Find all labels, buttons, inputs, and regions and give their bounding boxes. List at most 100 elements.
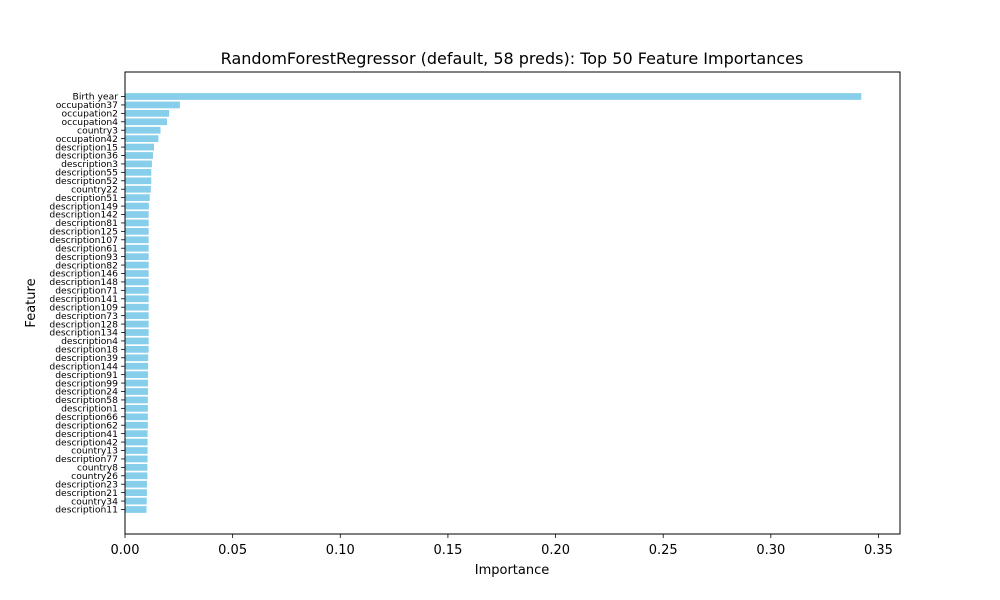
y-tick-label: description148 xyxy=(49,277,118,288)
bar-description71 xyxy=(125,286,149,294)
y-tick-label: country26 xyxy=(71,471,118,482)
bar-description62 xyxy=(125,421,148,429)
y-tick-label: description71 xyxy=(55,286,118,297)
y-tick-label: description99 xyxy=(55,378,118,389)
y-tick-label: description4 xyxy=(61,336,118,347)
bar-country13 xyxy=(125,447,148,454)
y-tick-label: description18 xyxy=(55,345,118,356)
bar-description42 xyxy=(125,438,148,446)
y-tick-label: country8 xyxy=(77,463,118,474)
bar-occupation2 xyxy=(125,109,170,117)
bar-description146 xyxy=(125,270,149,277)
y-tick-label: description24 xyxy=(55,387,118,398)
x-tick-label: 0.10 xyxy=(326,543,355,558)
bar-description107 xyxy=(125,236,149,244)
x-tick-label: 0.20 xyxy=(541,543,570,558)
y-tick-label: description61 xyxy=(55,243,118,254)
bar-description21 xyxy=(125,489,147,497)
x-tick-label: 0.05 xyxy=(218,543,247,558)
y-tick-label: description125 xyxy=(49,227,118,238)
bar-description23 xyxy=(125,480,147,488)
bar-description128 xyxy=(125,320,149,328)
y-tick-label: description142 xyxy=(49,210,118,221)
bar-description142 xyxy=(125,211,149,218)
bar-description66 xyxy=(125,413,148,421)
bar-description144 xyxy=(125,362,149,370)
bar-description15 xyxy=(125,143,155,151)
bar-description4 xyxy=(125,337,149,345)
y-tick-label: description58 xyxy=(55,395,118,406)
y-tick-label: description149 xyxy=(49,201,118,212)
x-tick-label: 0.00 xyxy=(111,543,140,558)
y-tick-label: occupation37 xyxy=(56,100,118,111)
bar-description134 xyxy=(125,329,149,336)
y-tick-label: description42 xyxy=(55,437,118,448)
bar-description11 xyxy=(125,506,147,513)
y-tick-label: description39 xyxy=(55,353,118,364)
bar-description58 xyxy=(125,396,148,404)
bar-description51 xyxy=(125,194,150,202)
y-tick-label: description82 xyxy=(55,260,118,271)
chart-title: RandomForestRegressor (default, 58 preds… xyxy=(221,49,804,68)
bar-occupation4 xyxy=(125,118,167,126)
bar-description24 xyxy=(125,388,149,395)
y-tick-label: description146 xyxy=(49,269,118,280)
bar-description149 xyxy=(125,202,149,210)
y-tick-label: country13 xyxy=(71,446,118,457)
x-tick-label: 0.30 xyxy=(756,543,785,558)
y-tick-label: description36 xyxy=(55,151,118,162)
y-tick-label: occupation2 xyxy=(62,109,118,120)
y-tick-label: description3 xyxy=(61,159,118,170)
y-tick-label: description66 xyxy=(55,412,118,423)
y-tick-label: description77 xyxy=(55,454,118,465)
x-tick-label: 0.15 xyxy=(433,543,462,558)
y-tick-label: description134 xyxy=(49,328,118,339)
y-tick-label: country34 xyxy=(71,496,118,507)
bar-description125 xyxy=(125,227,149,235)
y-tick-label: description1 xyxy=(61,404,118,415)
y-tick-label: description128 xyxy=(49,319,118,330)
bar-description148 xyxy=(125,278,149,286)
y-tick-label: description11 xyxy=(55,505,118,516)
bar-birth-year xyxy=(125,93,862,100)
bar-country34 xyxy=(125,497,147,505)
x-axis-ticks: 0.00 0.05 0.10 0.15 0.20 0.25 0.30 0.35 xyxy=(111,534,893,558)
bar-description141 xyxy=(125,295,149,303)
bar-description81 xyxy=(125,219,149,227)
bar-occupation42 xyxy=(125,135,159,143)
y-tick-label: Birth year xyxy=(73,92,119,103)
y-tick-label: occupation4 xyxy=(62,117,119,128)
y-tick-label: description144 xyxy=(49,361,118,372)
bar-description93 xyxy=(125,253,149,261)
bar-description39 xyxy=(125,354,149,362)
y-tick-label: description62 xyxy=(55,420,118,431)
y-tick-label: description107 xyxy=(49,235,118,246)
bar-description73 xyxy=(125,312,149,320)
y-tick-label: description51 xyxy=(55,193,118,204)
x-tick-label: 0.35 xyxy=(864,543,893,558)
plot-frame xyxy=(124,71,901,535)
bar-description36 xyxy=(125,152,153,159)
bar-description3 xyxy=(125,160,152,168)
y-tick-label: description91 xyxy=(55,370,118,381)
x-tick-label: 0.25 xyxy=(649,543,678,558)
bar-country3 xyxy=(125,126,161,134)
bars-group xyxy=(125,93,862,513)
bar-description55 xyxy=(125,168,152,176)
category-labels: Birth yearoccupation37occupation2occupat… xyxy=(49,92,125,516)
bar-country22 xyxy=(125,185,151,193)
bar-description52 xyxy=(125,177,152,185)
y-tick-label: description109 xyxy=(49,302,118,313)
y-tick-label: country22 xyxy=(71,184,118,195)
bar-description82 xyxy=(125,261,149,269)
bar-occupation37 xyxy=(125,101,180,109)
y-tick-label: occupation42 xyxy=(56,134,118,145)
y-axis-label: Feature xyxy=(24,278,39,327)
bar-description99 xyxy=(125,379,149,387)
y-tick-label: description41 xyxy=(55,429,118,440)
y-tick-label: country3 xyxy=(77,125,118,136)
x-axis-label: Importance xyxy=(475,563,550,578)
y-tick-label: description73 xyxy=(55,311,118,322)
